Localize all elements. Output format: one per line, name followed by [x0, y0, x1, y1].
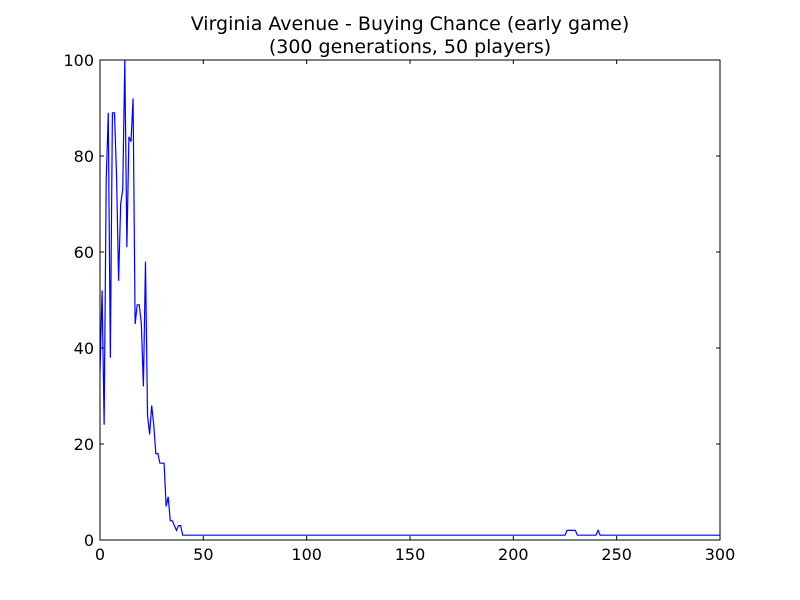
y-tick-label-100: 100 [63, 51, 94, 70]
y-tick-label-80: 80 [74, 147, 94, 166]
series-line-0 [99, 59, 720, 536]
x-tick-label-150: 150 [395, 545, 426, 564]
y-tick-label-40: 40 [74, 339, 94, 358]
y-tick-label-0: 0 [84, 531, 94, 550]
x-tick-label-300: 300 [705, 545, 736, 564]
x-tick-label-50: 50 [193, 545, 213, 564]
chart-title: Virginia Avenue - Buying Chance (early g… [191, 13, 630, 35]
x-tick-label-200: 200 [498, 545, 529, 564]
chart-subtitle: (300 generations, 50 players) [269, 36, 551, 58]
plot-area: 0 50 100 150 200 250 300 0 20 40 60 80 100 [63, 51, 735, 564]
x-tick-label-100: 100 [291, 545, 322, 564]
y-tick-label-20: 20 [74, 435, 94, 454]
y-tick-label-60: 60 [74, 243, 94, 262]
x-tick-label-250: 250 [601, 545, 632, 564]
x-tick-label-0: 0 [95, 545, 105, 564]
